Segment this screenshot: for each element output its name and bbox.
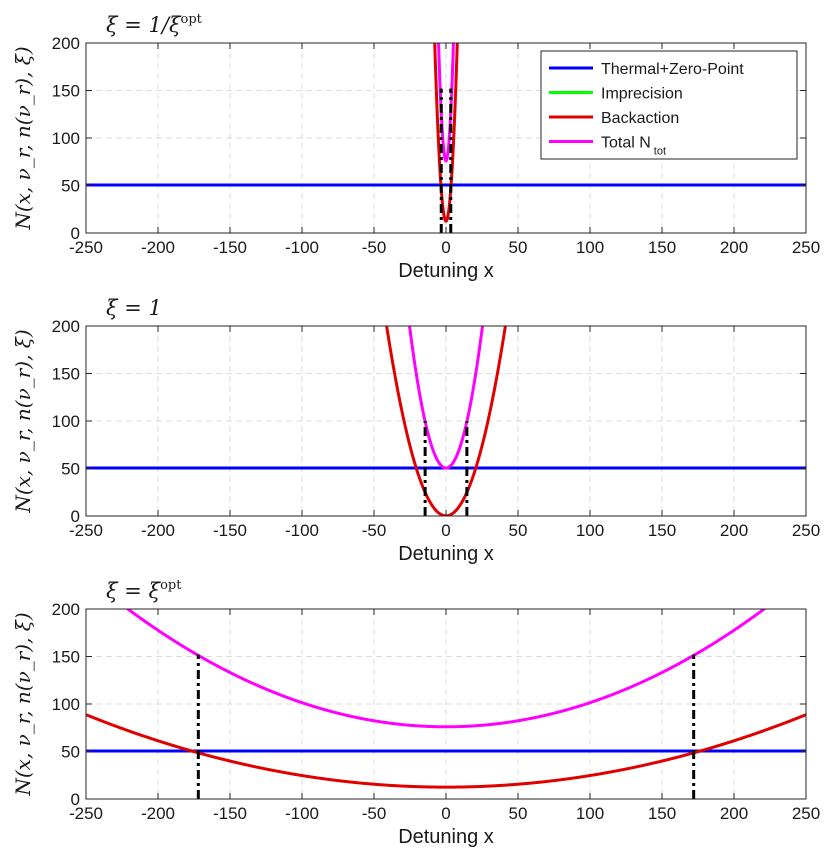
y-tick-label: 200	[52, 600, 80, 619]
y-axis-label: N(x, ν_r, n(ν_r), ξ)	[11, 46, 35, 230]
series-total-n-tot-line	[437, 43, 455, 163]
series-backaction-line	[433, 43, 459, 223]
series-backaction-line	[86, 713, 806, 789]
x-tick-label: 0	[441, 521, 450, 540]
chart-panel-3: -250 -200 -150 -100 -50 0 50 100 150 200 250 0 50 100…	[11, 578, 820, 848]
legend: Thermal+Zero-Point Imprecision Backaction T…	[540, 50, 798, 160]
y-tick-label: 100	[52, 129, 80, 148]
x-tick-label: -250	[69, 521, 103, 540]
series-total-n-tot-line	[408, 326, 484, 470]
y-tick-label: 100	[52, 695, 80, 714]
x-tick-label: -150	[213, 521, 247, 540]
y-tick-label: 150	[52, 365, 80, 384]
x-tick-label: 200	[720, 238, 748, 257]
series-total-n-tot-line	[125, 609, 767, 729]
x-tick-label: 100	[576, 521, 604, 540]
series-group	[86, 609, 806, 799]
series-group	[86, 43, 806, 233]
x-tick-label: -250	[69, 238, 103, 257]
y-tick-label: 200	[52, 317, 80, 336]
x-tick-label: -200	[141, 238, 175, 257]
x-tick-label: 150	[648, 238, 676, 257]
x-tick-label: 50	[509, 238, 528, 257]
x-tick-label: -150	[213, 804, 247, 823]
x-tick-label: -200	[141, 804, 175, 823]
y-tick-label: 150	[52, 648, 80, 667]
x-tick-label: -100	[285, 804, 319, 823]
y-tick-label: 0	[71, 790, 80, 809]
x-tick-label: 0	[441, 238, 450, 257]
x-axis-label: Detuning x	[398, 826, 494, 848]
y-axis-label: N(x, ν_r, n(ν_r), ξ)	[11, 329, 35, 513]
panel-title: ξ = ξopt	[106, 578, 182, 603]
panel-title: ξ = 1	[106, 296, 162, 320]
y-axis-label: N(x, ν_r, n(ν_r), ξ)	[11, 612, 35, 796]
legend-label: Imprecision	[601, 86, 683, 103]
x-tick-label: 150	[648, 521, 676, 540]
legend-label: Backaction	[601, 110, 679, 127]
x-tick-label: 250	[792, 804, 820, 823]
x-tick-label: -200	[141, 521, 175, 540]
x-axis-label: Detuning x	[398, 543, 494, 565]
x-tick-label: -100	[285, 238, 319, 257]
x-tick-label: 150	[648, 804, 676, 823]
y-tick-label: 50	[61, 460, 80, 479]
x-tick-label: 250	[792, 238, 820, 257]
x-tick-label: -250	[69, 804, 103, 823]
x-tick-label: 200	[720, 804, 748, 823]
x-tick-label: -150	[213, 238, 247, 257]
y-tick-label: 100	[52, 412, 80, 431]
x-tick-label: -50	[362, 521, 387, 540]
y-tick-label: 0	[71, 507, 80, 526]
x-tick-label: -50	[362, 804, 387, 823]
chart-panel-2: -250 -200 -150 -100 -50 0 50 100 150 200 250 0 50 100…	[11, 296, 820, 565]
x-tick-label: 100	[576, 238, 604, 257]
x-tick-label: 250	[792, 521, 820, 540]
x-tick-label: 100	[576, 804, 604, 823]
y-tick-label: 50	[61, 743, 80, 762]
y-tick-label: 50	[61, 177, 80, 196]
x-tick-label: 200	[720, 521, 748, 540]
y-tick-label: 200	[52, 34, 80, 53]
x-tick-label: -100	[285, 521, 319, 540]
x-tick-label: 50	[509, 521, 528, 540]
y-tick-label: 150	[52, 82, 80, 101]
y-tick-label: 0	[71, 224, 80, 243]
x-tick-label: 50	[509, 804, 528, 823]
x-tick-label: 0	[441, 804, 450, 823]
x-tick-label: -50	[362, 238, 387, 257]
legend-label: Thermal+Zero-Point	[601, 61, 744, 78]
x-axis-label: Detuning x	[398, 260, 494, 282]
panel-title: ξ = 1/ξopt	[106, 12, 203, 37]
